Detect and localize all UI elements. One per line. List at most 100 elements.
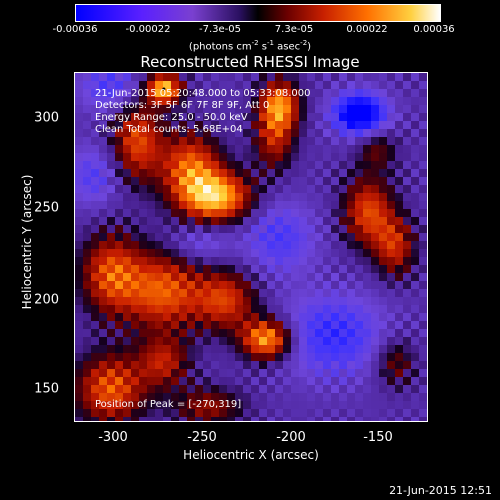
heatmap-cell [131, 353, 139, 361]
heatmap-cell [155, 417, 163, 421]
heatmap-cell [315, 329, 323, 337]
heatmap-cell [259, 97, 267, 105]
heatmap-cell [187, 129, 195, 137]
heatmap-cell [315, 113, 323, 121]
heatmap-cell [395, 105, 403, 113]
heatmap-cell [99, 153, 107, 161]
heatmap-cell [123, 273, 131, 281]
heatmap-cell [395, 409, 403, 417]
heatmap-cell [203, 129, 211, 137]
heatmap-cell [275, 281, 283, 289]
heatmap-cell [75, 329, 83, 337]
heatmap-cell [75, 89, 83, 97]
heatmap-cell [339, 377, 347, 385]
heatmap-cell [155, 137, 163, 145]
heatmap-cell [259, 361, 267, 369]
heatmap-cell [347, 201, 355, 209]
heatmap-cell [275, 313, 283, 321]
heatmap-cell [227, 81, 235, 89]
heatmap-cell [99, 409, 107, 417]
heatmap-cell [195, 217, 203, 225]
heatmap-cell [235, 409, 243, 417]
heatmap-cell [315, 161, 323, 169]
heatmap-cell [147, 193, 155, 201]
heatmap-cell [171, 249, 179, 257]
heatmap-cell [339, 417, 347, 421]
heatmap-cell [251, 273, 259, 281]
heatmap-cell [91, 297, 99, 305]
heatmap-cell [315, 417, 323, 421]
heatmap-cell [139, 97, 147, 105]
heatmap-cell [419, 105, 427, 113]
heatmap-cell [299, 169, 307, 177]
heatmap-cell [307, 185, 315, 193]
heatmap-cell [75, 337, 83, 345]
heatmap-cell [395, 313, 403, 321]
heatmap-cell [115, 321, 123, 329]
heatmap-cell [107, 241, 115, 249]
heatmap-cell [235, 273, 243, 281]
heatmap-cell [179, 209, 187, 217]
heatmap-cell [187, 81, 195, 89]
heatmap-cell [219, 201, 227, 209]
heatmap-cell [163, 201, 171, 209]
heatmap-cell [227, 73, 235, 81]
heatmap-cell [315, 225, 323, 233]
heatmap-cell [115, 401, 123, 409]
heatmap-cell [267, 185, 275, 193]
heatmap-cell [83, 313, 91, 321]
heatmap-cell [123, 113, 131, 121]
heatmap-cell [139, 345, 147, 353]
heatmap-cell [179, 393, 187, 401]
heatmap-cell [155, 305, 163, 313]
heatmap-cell [179, 161, 187, 169]
heatmap-cell [259, 313, 267, 321]
heatmap-cell [259, 281, 267, 289]
heatmap-cell [211, 265, 219, 273]
heatmap-cell [155, 169, 163, 177]
heatmap-cell [291, 369, 299, 377]
heatmap-cell [195, 185, 203, 193]
heatmap-cell [179, 145, 187, 153]
heatmap-cell [163, 313, 171, 321]
heatmap-cell [163, 401, 171, 409]
heatmap-cell [299, 361, 307, 369]
heatmap-cell [123, 297, 131, 305]
heatmap-cell [403, 321, 411, 329]
heatmap-cell [283, 153, 291, 161]
heatmap-cell [419, 153, 427, 161]
heatmap-cell [419, 225, 427, 233]
heatmap-cell [155, 273, 163, 281]
heatmap-cell [155, 345, 163, 353]
heatmap-cell [307, 249, 315, 257]
heatmap-cell [387, 297, 395, 305]
heatmap-cell [411, 345, 419, 353]
heatmap-cell [419, 193, 427, 201]
heatmap-cell [307, 273, 315, 281]
heatmap-cell [419, 353, 427, 361]
heatmap-cell [115, 217, 123, 225]
heatmap-cell [283, 377, 291, 385]
heatmap-cell [267, 169, 275, 177]
heatmap-cell [419, 257, 427, 265]
heatmap-cell [291, 153, 299, 161]
heatmap-cell [363, 377, 371, 385]
heatmap-cell [379, 81, 387, 89]
heatmap-cell [371, 161, 379, 169]
heatmap-cell [299, 241, 307, 249]
heatmap-cell [211, 201, 219, 209]
heatmap-cell [211, 337, 219, 345]
heatmap-cell [363, 329, 371, 337]
heatmap-cell [331, 353, 339, 361]
heatmap-cell [331, 369, 339, 377]
heatmap-cell [219, 129, 227, 137]
heatmap-cell [99, 161, 107, 169]
heatmap-cell [99, 225, 107, 233]
heatmap-cell [307, 321, 315, 329]
heatmap-cell [155, 401, 163, 409]
heatmap-cell [411, 321, 419, 329]
heatmap-cell [155, 89, 163, 97]
heatmap-cell [275, 145, 283, 153]
heatmap-cell [267, 249, 275, 257]
heatmap-cell [363, 121, 371, 129]
